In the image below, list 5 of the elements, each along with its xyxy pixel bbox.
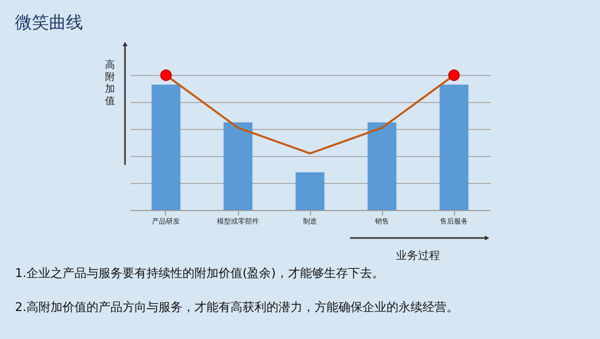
text: 1.企业之产品与服务要有持续性的附加价值(盈余)，才能够生存下去。 xyxy=(15,266,384,280)
chart-title: 微笑曲线 xyxy=(15,13,83,33)
y-axis-title: 高附加值 xyxy=(105,59,115,107)
x-axis-title: 业务过程 xyxy=(396,249,440,262)
text: 2.高附加价值的产品方向与服务，才能有高获利的潜力，方能确保企业的永续经营。 xyxy=(15,300,458,314)
